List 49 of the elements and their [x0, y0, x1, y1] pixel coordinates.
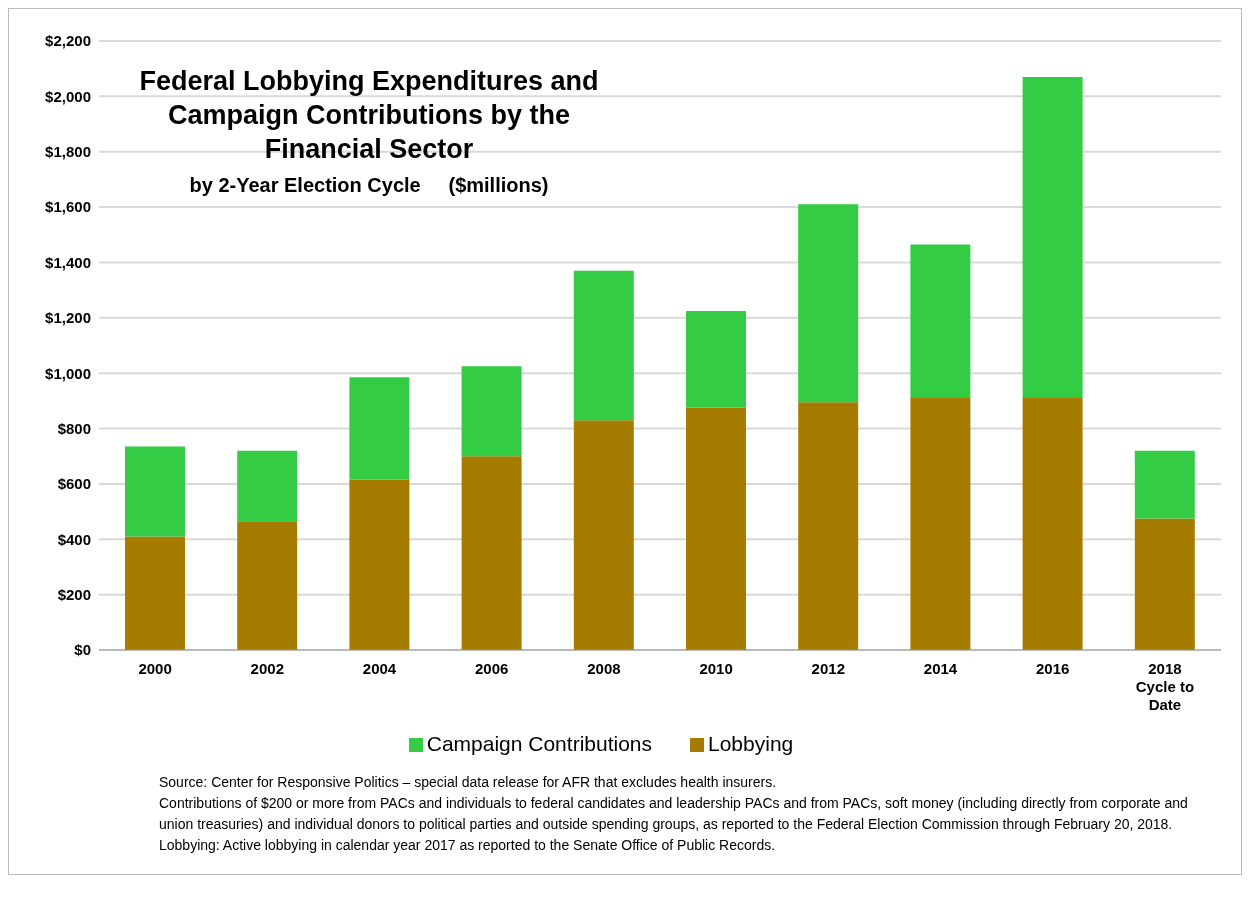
y-tick-label: $1,800 — [45, 143, 91, 161]
x-tick-label: 2018 Cycle to Date — [1135, 660, 1195, 713]
y-tick-label: $2,200 — [45, 32, 91, 50]
y-tick-label: $1,000 — [45, 364, 91, 382]
x-tick-label: 2002 — [250, 660, 284, 677]
y-tick-label: $200 — [57, 585, 91, 603]
y-tick-label: $800 — [57, 419, 91, 437]
x-tick-label: 2016 — [1036, 660, 1070, 677]
text: Lobbying: Active lobbying in calendar year 2017 as reported to the Senate Office of Public Records. — [159, 836, 777, 855]
bar — [1022, 76, 1083, 399]
bar — [461, 366, 522, 457]
bar — [349, 377, 410, 480]
bar — [798, 402, 859, 650]
x-tick-label: 2012 — [811, 660, 845, 677]
y-tick-label: $600 — [57, 475, 91, 493]
x-tick-label: 2006 — [475, 660, 509, 677]
y-tick-label: $1,600 — [45, 198, 91, 216]
bar — [125, 446, 185, 537]
bar — [910, 398, 971, 650]
legend-label: Lobbying — [708, 732, 794, 755]
bar — [573, 270, 634, 421]
bar — [461, 456, 522, 650]
bar — [573, 420, 634, 650]
y-tick-label: $0 — [74, 641, 91, 659]
x-tick-label: 2008 — [587, 660, 621, 677]
x-tick-label: 2014 — [923, 660, 958, 677]
text: Contributions of $200 or more from PACs and individuals to federal candidates and leadership PACs and from PACs, soft money (including directly from corporate and union treasuries) and individual donors to political parties and outside spending groups, as reported to the Federal Election Commission through February 20, 2018. — [159, 794, 1189, 834]
bar — [1134, 518, 1195, 650]
x-tick-label: 2004 — [362, 660, 397, 677]
bar — [686, 310, 746, 408]
bar — [910, 244, 971, 399]
text: by 2-Year Election Cycle ($millions) — [188, 174, 550, 197]
y-tick-label: $2,000 — [45, 87, 91, 105]
source-note: Source: Center for Responsive Politics – special data release for AFR that excludes health insurers. — [159, 773, 778, 792]
x-tick-label: 2000 — [138, 660, 172, 677]
x-tick-label: 2010 — [699, 660, 733, 677]
bar — [237, 450, 298, 522]
y-tick-label: $400 — [57, 530, 91, 548]
bar — [1134, 450, 1195, 519]
y-tick-label: $1,200 — [45, 309, 91, 327]
bar — [237, 521, 298, 650]
bar — [349, 479, 410, 650]
bar — [686, 407, 746, 650]
text: Federal Lobbying Expenditures and Campaign Contributions by the Financial Sector — [138, 65, 600, 166]
y-tick-label: $1,400 — [45, 253, 91, 271]
bar — [1022, 398, 1083, 650]
bar — [125, 536, 185, 650]
legend-label: Campaign Contributions — [426, 732, 653, 755]
bar — [798, 204, 859, 403]
